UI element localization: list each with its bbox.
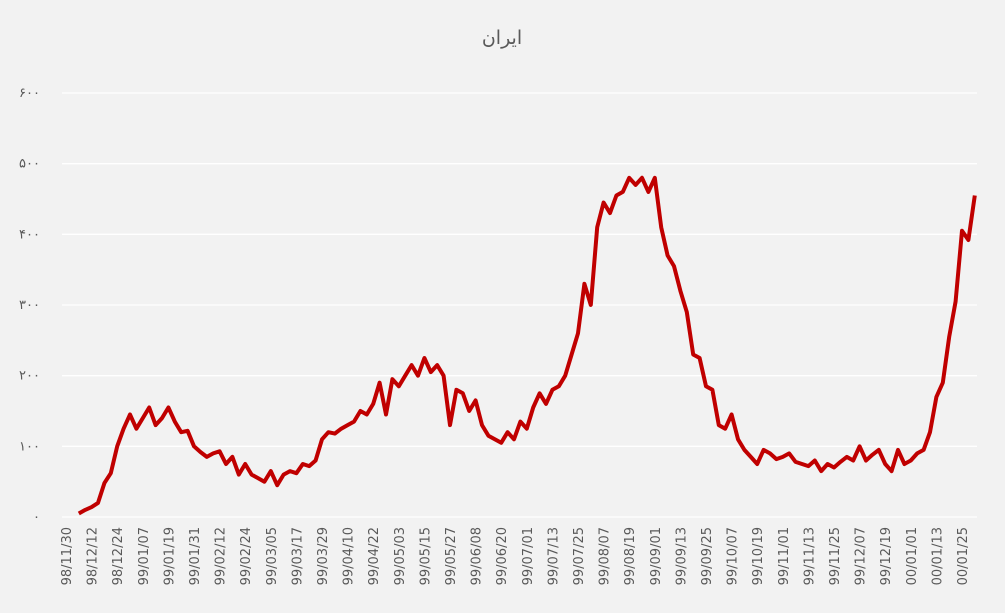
x-tick-label: 99/03/17	[290, 527, 305, 585]
x-tick-label: 99/03/05	[265, 527, 280, 585]
x-tick-label: 99/11/13	[802, 527, 817, 585]
x-tick-label: 99/09/01	[649, 527, 664, 585]
y-tick-label: ۳۰۰	[19, 298, 40, 313]
x-tick-label: 99/06/20	[495, 527, 510, 585]
x-tick-label: 99/01/07	[137, 527, 152, 585]
x-tick-label: 99/02/24	[239, 527, 254, 585]
x-tick-label: 99/06/08	[470, 527, 485, 585]
x-tick-label: 99/05/15	[418, 527, 433, 585]
x-tick-label: 99/08/19	[623, 527, 638, 585]
x-tick-label: 00/01/25	[956, 527, 971, 585]
y-tick-label: ۶۰۰	[19, 86, 40, 101]
x-tick-label: 00/01/13	[930, 527, 945, 585]
x-tick-label: 99/07/01	[521, 527, 536, 585]
x-tick-label: 99/11/01	[777, 527, 792, 585]
x-tick-label: 00/01/01	[905, 527, 920, 585]
x-tick-label: 98/11/30	[60, 527, 75, 585]
x-tick-label: 99/01/19	[162, 527, 177, 585]
chart-title: ایران	[482, 27, 522, 49]
x-tick-label: 99/10/07	[726, 527, 741, 585]
x-tick-label: 99/04/22	[367, 527, 382, 585]
y-tick-label: ۰	[33, 510, 40, 525]
x-tick-label: 99/03/29	[316, 527, 331, 585]
x-tick-label: 98/12/24	[111, 527, 126, 585]
y-tick-label: ۴۰۰	[19, 227, 40, 242]
x-tick-label: 99/12/07	[854, 527, 869, 585]
x-tick-label: 99/02/12	[214, 527, 229, 585]
x-tick-label: 99/08/07	[598, 527, 613, 585]
y-tick-label: ۱۰۰	[19, 439, 40, 454]
x-tick-label: 99/05/27	[444, 527, 459, 585]
x-tick-label: 99/07/13	[546, 527, 561, 585]
x-tick-label: 99/11/25	[828, 527, 843, 585]
x-tick-label: 99/01/31	[188, 527, 203, 585]
x-tick-label: 99/09/25	[700, 527, 715, 585]
data-line	[77, 175, 977, 516]
x-tick-label: 99/10/19	[751, 527, 766, 585]
x-tick-label: 98/12/12	[86, 527, 101, 585]
x-tick-label: 99/05/03	[393, 527, 408, 585]
y-tick-label: ۲۰۰	[19, 369, 40, 384]
x-tick-label: 99/04/10	[342, 527, 357, 585]
x-tick-label: 99/09/13	[674, 527, 689, 585]
x-tick-label: 99/12/19	[879, 527, 894, 585]
x-tick-label: 99/07/25	[572, 527, 587, 585]
y-tick-label: ۵۰۰	[19, 157, 40, 172]
